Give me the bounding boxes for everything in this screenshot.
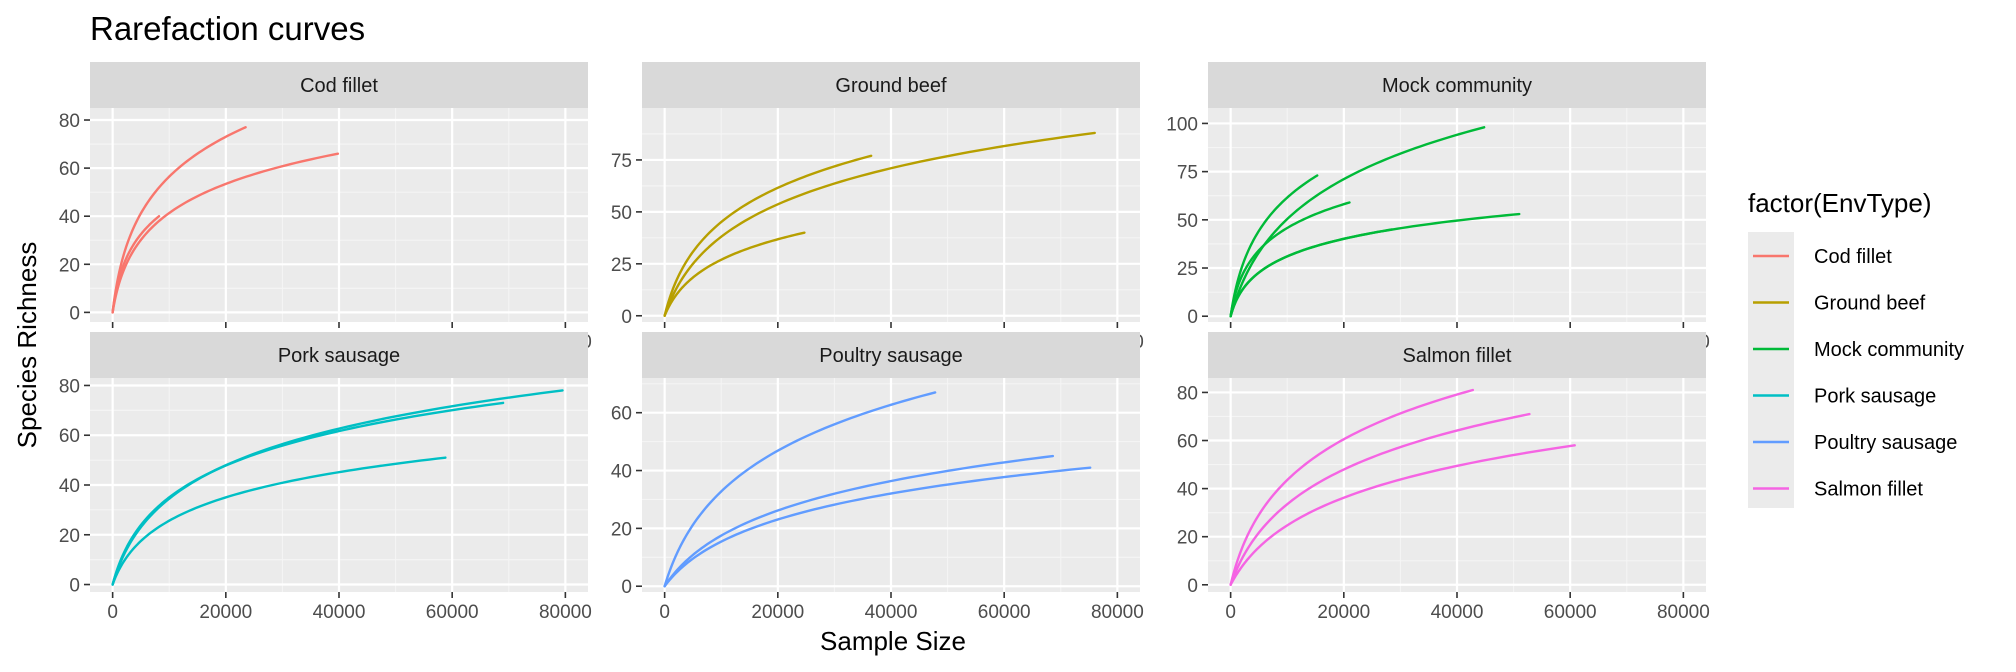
facet-ground-beef: Ground beef0255075020000400006000080000 bbox=[611, 62, 1144, 353]
rarefaction-curve bbox=[663, 391, 937, 588]
x-tick-label: 20000 bbox=[751, 602, 804, 623]
x-tick-label: 60000 bbox=[978, 602, 1031, 623]
rarefaction-curve bbox=[663, 154, 873, 317]
x-tick-label: 60000 bbox=[1544, 602, 1597, 623]
x-tick-label: 20000 bbox=[1317, 602, 1370, 623]
y-tick-label: 25 bbox=[611, 255, 632, 276]
x-tick-label: 80000 bbox=[539, 602, 592, 623]
facet-strip-label: Pork sausage bbox=[278, 345, 400, 367]
x-tick-label: 20000 bbox=[199, 602, 252, 623]
y-tick-label: 80 bbox=[59, 111, 80, 132]
legend-title: factor(EnvType) bbox=[1748, 188, 1932, 218]
x-tick-label: 80000 bbox=[1657, 602, 1710, 623]
facet-strip bbox=[1208, 62, 1706, 108]
x-tick-label: 0 bbox=[1225, 602, 1236, 623]
y-tick-label: 20 bbox=[1177, 528, 1198, 549]
y-tick-label: 100 bbox=[1166, 114, 1198, 135]
rarefaction-curve bbox=[111, 456, 447, 586]
facet-strip bbox=[90, 62, 588, 108]
facet-strip-label: Cod fillet bbox=[300, 75, 378, 97]
y-tick-label: 80 bbox=[59, 376, 80, 397]
facet-mock-community: Mock community02550751000200004000060000… bbox=[1166, 62, 1710, 353]
y-tick-label: 60 bbox=[59, 426, 80, 447]
facet-strip-label: Poultry sausage bbox=[819, 345, 962, 367]
legend-label-ground-beef: Ground beef bbox=[1814, 293, 1926, 315]
y-tick-label: 60 bbox=[611, 404, 632, 425]
rarefaction-curve bbox=[1229, 444, 1576, 586]
facet-strip-label: Mock community bbox=[1382, 75, 1532, 97]
y-tick-label: 60 bbox=[1177, 432, 1198, 453]
y-tick-label: 0 bbox=[69, 576, 80, 597]
y-tick-label: 20 bbox=[611, 519, 632, 540]
legend-label-cod-fillet: Cod fillet bbox=[1814, 246, 1892, 268]
legend: factor(EnvType) Cod fillet Ground beef Moc… bbox=[1748, 188, 1964, 508]
legend-label-pork-sausage: Pork sausage bbox=[1814, 386, 1936, 408]
y-tick-label: 40 bbox=[611, 462, 632, 483]
y-tick-label: 25 bbox=[1177, 259, 1198, 280]
facet-salmon-fillet: Salmon fillet 0 20 40 60 80 0 20000 40000 60000 80… bbox=[1177, 332, 1710, 623]
x-tick-label: 40000 bbox=[313, 602, 366, 623]
rarefaction-curve bbox=[663, 131, 1096, 317]
facet-strip bbox=[642, 62, 1140, 108]
legend-label-salmon-fillet: Salmon fillet bbox=[1814, 479, 1923, 501]
y-tick-label: 40 bbox=[1177, 480, 1198, 501]
y-tick-label: 0 bbox=[621, 577, 632, 598]
rarefaction-curve bbox=[1229, 388, 1475, 586]
y-tick-label: 50 bbox=[611, 203, 632, 224]
rarefaction-curve bbox=[111, 215, 161, 314]
x-tick-label: 40000 bbox=[865, 602, 918, 623]
y-axis-title: Species Richness bbox=[12, 242, 42, 449]
x-tick-label: 0 bbox=[107, 602, 118, 623]
legend-label-mock-community: Mock community bbox=[1814, 339, 1964, 361]
rarefaction-curve bbox=[1229, 228, 1394, 318]
facet-strip-label: Ground beef bbox=[835, 75, 947, 97]
y-tick-label: 40 bbox=[59, 207, 80, 228]
x-tick-label: 40000 bbox=[1431, 602, 1484, 623]
x-axis-title: Sample Size bbox=[820, 626, 966, 656]
y-tick-label: 0 bbox=[69, 303, 80, 324]
y-tick-label: 40 bbox=[59, 476, 80, 497]
x-tick-label: 60000 bbox=[426, 602, 479, 623]
x-tick-label: 80000 bbox=[1091, 602, 1144, 623]
chart-title: Rarefaction curves bbox=[90, 10, 365, 47]
rarefaction-curve bbox=[1229, 201, 1351, 318]
facet-pork-sausage: Pork sausage 0 20 40 60 80 0 20000 40000 60000 800… bbox=[59, 332, 592, 623]
facet-strip-label: Salmon fillet bbox=[1403, 345, 1512, 367]
rarefaction-curve bbox=[663, 231, 806, 317]
legend-label-poultry-sausage: Poultry sausage bbox=[1814, 432, 1957, 454]
facet-poultry-sausage: Poultry sausage 0 20 40 60 0 20000 40000 60000 80… bbox=[611, 332, 1144, 623]
y-tick-label: 0 bbox=[1187, 307, 1198, 328]
legend-key-background bbox=[1748, 232, 1794, 508]
rarefaction-curve bbox=[663, 466, 1092, 588]
y-tick-label: 60 bbox=[59, 159, 80, 180]
facet-strip bbox=[1208, 332, 1706, 378]
y-tick-label: 50 bbox=[1177, 211, 1198, 232]
y-tick-label: 75 bbox=[611, 151, 632, 172]
x-tick-label: 0 bbox=[659, 602, 670, 623]
y-tick-label: 80 bbox=[1177, 383, 1198, 404]
facet-panels: Cod fillet020406080020000400006000080000… bbox=[59, 62, 1710, 623]
facet-strip bbox=[642, 332, 1140, 378]
y-tick-label: 0 bbox=[1187, 576, 1198, 597]
y-tick-label: 20 bbox=[59, 526, 80, 547]
y-tick-label: 75 bbox=[1177, 163, 1198, 184]
y-tick-label: 20 bbox=[59, 255, 80, 276]
rarefaction-curve bbox=[111, 401, 505, 586]
y-tick-label: 0 bbox=[621, 307, 632, 328]
rarefaction-curve bbox=[1229, 412, 1531, 586]
facet-strip bbox=[90, 332, 588, 378]
